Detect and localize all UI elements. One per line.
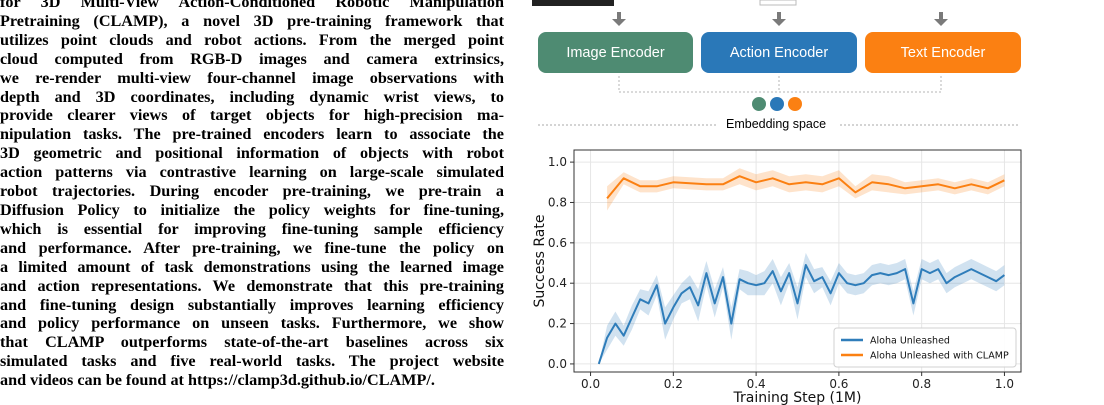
abstract-line: robot trajectories. During encoder pre-t…: [0, 182, 504, 201]
down-arrow-icon-text: [934, 12, 948, 26]
abstract-line: and action representations. We demonstra…: [0, 276, 504, 295]
series-confidence-band: [607, 168, 1005, 211]
abstract-line: and fine-tuning design substantially imp…: [0, 295, 504, 314]
embedding-dots: [752, 97, 802, 111]
abstract-line: Diffusion Policy to initialize the polic…: [0, 200, 504, 219]
abstract-line: simulated tasks and five real-world task…: [0, 352, 504, 371]
y-axis-label: Success Rate: [532, 215, 548, 308]
series-line: [597, 264, 1005, 365]
abstract-line: a limited amount of task demonstrations …: [0, 257, 504, 276]
text-encoder-label: Text Encoder: [900, 44, 986, 61]
abstract-line: cloud computed from RGB-D images and cam…: [0, 49, 504, 68]
image-encoder-box: Image Encoder: [538, 32, 693, 73]
abstract-line: and performance. After pre-training, we …: [0, 238, 504, 257]
embedding-dot: [752, 97, 766, 111]
legend-entry: Aloha Unleashed: [870, 336, 950, 347]
abstract-text: for 3D Multi-View Action-Conditioned Rob…: [0, 0, 504, 390]
image-encoder-label: Image Encoder: [566, 44, 665, 61]
success-rate-chart: 0.0 0.2 0.4 0.6 0.8 1.0 0.0 0.2 0.4 0.6 0.8 1.0 Trai…: [532, 149, 1022, 405]
abstract-line: that CLAMP outperforms state-of-the-art …: [0, 333, 504, 352]
y-tick-label: 0.4: [548, 276, 567, 290]
abstract-line: action patterns via contrastive learning…: [0, 163, 504, 182]
y-tick-label: 1.0: [548, 155, 567, 169]
chart-legend: Aloha Unleashed Aloha Unleashed with CLAM…: [833, 327, 1017, 368]
modality-images-thumbnail: [532, 0, 614, 6]
down-arrow-icon-image: [612, 12, 626, 26]
abstract-line: Pretraining (CLAMP), a novel 3D pre-trai…: [0, 11, 504, 30]
abstract-line: we re-render multi-view four-channel ima…: [0, 68, 504, 87]
down-arrow-icon-action: [772, 12, 786, 26]
abstract-line: 3D geometric and positional information …: [0, 144, 504, 163]
clamp-figure: Image Encoder Action Encoder Text Encode…: [530, 0, 1104, 405]
abstract-line: and videos can be found at https://clamp…: [0, 371, 435, 390]
encoder-connector-lines: [618, 76, 942, 93]
embedding-dot: [788, 97, 802, 111]
text-encoder-box: Text Encoder: [865, 32, 1021, 73]
x-tick-label: 0.6: [829, 377, 848, 391]
abstract-line: for 3D Multi-View Action-Conditioned Rob…: [0, 0, 504, 11]
embedding-space-label: Embedding space: [722, 117, 831, 131]
series-confidence-band: [598, 252, 1005, 364]
abstract-line: provide clearer views of target objects …: [0, 106, 504, 125]
embedding-dot: [770, 97, 784, 111]
x-tick-label: 0.8: [912, 377, 931, 391]
series-line: [606, 175, 1005, 200]
abstract-line: and policy performance on unseen tasks. …: [0, 314, 504, 333]
x-tick-label: 0.0: [581, 377, 600, 391]
x-tick-label: 0.2: [664, 377, 683, 391]
plot-frame: [573, 149, 1022, 373]
abstract-line: nipulation tasks. The pre-trained encode…: [0, 125, 504, 144]
action-thumbnail: [759, 0, 797, 6]
figure-diagram-graphics: [532, 0, 1020, 126]
y-tick-label: 0.0: [548, 357, 567, 371]
legend-box: [833, 327, 1017, 368]
x-axis-label: Training Step (1M): [733, 390, 862, 405]
action-encoder-label: Action Encoder: [729, 44, 829, 61]
legend-entry: Aloha Unleashed with CLAMP: [870, 351, 1009, 362]
abstract-line: depth and 3D coordinates, including dyna…: [0, 87, 504, 106]
y-tick-label: 0.8: [548, 195, 567, 209]
abstract-line: which is essential for improving fine-tu…: [0, 219, 504, 238]
x-tick-label: 1.0: [995, 377, 1014, 391]
x-tick-label: 0.4: [747, 377, 766, 391]
abstract-line: utilizes point clouds and robot actions.…: [0, 30, 504, 49]
action-encoder-box: Action Encoder: [701, 32, 857, 73]
y-tick-label: 0.2: [548, 317, 567, 331]
y-tick-label: 0.6: [548, 236, 567, 250]
